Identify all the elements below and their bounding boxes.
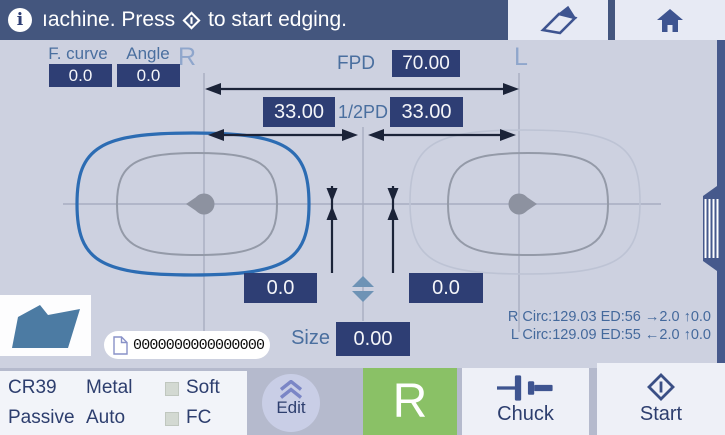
home-icon	[654, 6, 686, 34]
status-message-after: to start edging.	[208, 8, 347, 31]
fpd-arrow	[205, 83, 519, 95]
start-icon	[646, 372, 676, 402]
f-curve-value[interactable]: 0.0	[49, 64, 112, 87]
fpd-label: FPD	[337, 53, 375, 74]
message-bar: i ıachine. Press to start edging.	[0, 0, 725, 40]
screen-menu-button[interactable]	[508, 0, 608, 40]
half-pd-left-value[interactable]: 33.00	[390, 97, 463, 127]
size-label: Size	[291, 327, 330, 349]
status-message: ıachine. Press to start edging.	[42, 0, 347, 40]
job-number: 0000000000000000	[133, 336, 265, 354]
l-lens-inner-outline	[446, 151, 610, 257]
shape-preview-button[interactable]	[0, 295, 91, 356]
edit-button[interactable]: Edit	[262, 374, 320, 432]
settings-summary-panel[interactable]: CR39 Metal Soft Passive Auto FC	[0, 371, 247, 435]
circumference-status: R Circ:129.03 ED:56 →2.0 ↑0.0 L Circ:129…	[508, 309, 711, 344]
frame-material: Metal	[86, 377, 133, 398]
l-circ-line: L Circ:129.09 ED:55 ←2.0 ↑0.0	[510, 326, 711, 343]
r-circ-line: R Circ:129.03 ED:56 →2.0 ↑0.0	[507, 309, 711, 325]
double-chevron-up-icon	[278, 380, 304, 399]
half-pd-right-value[interactable]: 33.00	[263, 97, 335, 127]
r-optical-center-marker	[186, 193, 215, 215]
fpd-value[interactable]: 70.00	[392, 50, 460, 77]
half-pd-arrow-l	[368, 129, 516, 141]
height-line-r	[326, 186, 338, 273]
book-icon	[537, 3, 579, 37]
edit-label: Edit	[276, 398, 306, 417]
bottom-bar: CR39 Metal Soft Passive Auto FC Edit R	[0, 363, 725, 435]
angle-label: Angle	[126, 44, 170, 63]
chuck-label: Chuck	[497, 403, 554, 425]
l-lens-frame-outline	[409, 129, 641, 275]
fc-label: FC	[186, 407, 212, 428]
frame-mode-label: Auto	[86, 407, 126, 428]
half-pd-arrow-r	[208, 129, 358, 141]
fc-checkbox[interactable]	[165, 412, 179, 426]
size-value[interactable]: 0.00	[336, 322, 410, 356]
r-lens-inner-outline	[115, 151, 279, 257]
active-side-button[interactable]: R	[363, 368, 457, 435]
start-diamond-icon	[182, 10, 201, 30]
page-icon	[113, 335, 128, 355]
height-line-l	[387, 186, 399, 273]
chuck-button[interactable]: Chuck	[462, 368, 589, 435]
height-left-value[interactable]: 0.0	[409, 273, 483, 303]
r-lens-frame-outline	[75, 131, 311, 277]
lens-material: CR39	[8, 377, 57, 398]
status-message-before: ıachine. Press	[42, 8, 176, 31]
angle-value[interactable]: 0.0	[117, 64, 180, 87]
home-button[interactable]	[615, 0, 725, 40]
half-pd-label: 1/2PD	[337, 102, 389, 122]
soft-label: Soft	[186, 377, 220, 398]
f-curve-label: F. curve	[48, 44, 108, 63]
mode-label: Passive	[8, 407, 75, 428]
lens-shape-icon	[12, 305, 80, 348]
chuck-icon	[496, 374, 555, 402]
height-right-value[interactable]: 0.0	[244, 273, 317, 303]
start-label: Start	[639, 403, 683, 425]
info-icon: i	[8, 8, 32, 32]
start-button[interactable]: Start	[597, 363, 725, 435]
left-side-letter: L	[514, 43, 528, 71]
soft-checkbox[interactable]	[165, 382, 179, 396]
job-number-field[interactable]: 0000000000000000	[104, 331, 270, 359]
height-adjust-toggle[interactable]	[352, 276, 374, 302]
right-side-letter: R	[178, 43, 197, 71]
l-optical-center-marker	[508, 193, 537, 215]
